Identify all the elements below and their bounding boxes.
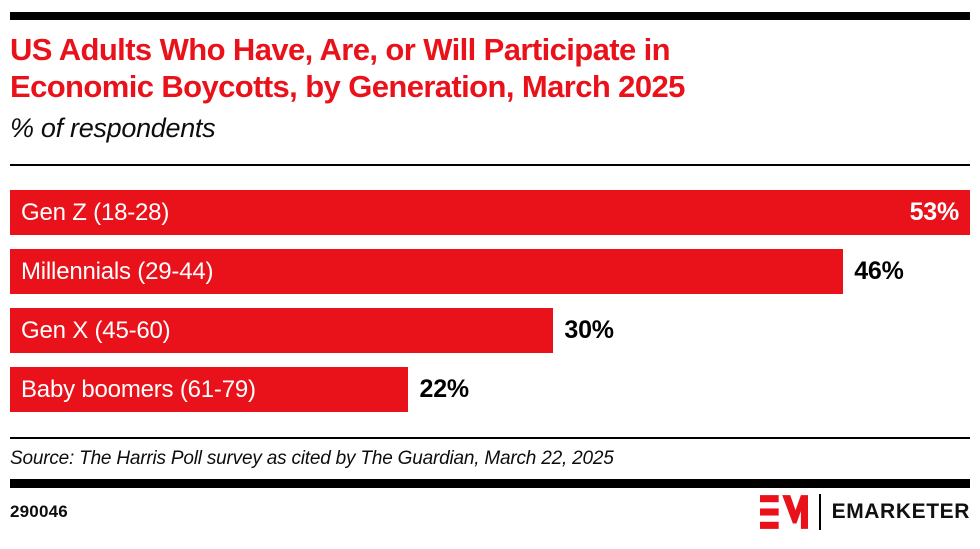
top-accent-bar [10,12,970,20]
footer-row: 290046 EMARKETER [10,488,970,535]
bar-chart: Gen Z (18-28) 53% Millennials (29-44) 46… [10,190,970,412]
emarketer-wordmark: EMARKETER [831,499,970,523]
bar-category-label: Baby boomers (61-79) [21,375,256,403]
bar-value-label: 22% [419,375,469,403]
bar-row-gen-x: Gen X (45-60) 30% [10,308,970,353]
bar-category-label: Millennials (29-44) [21,257,214,285]
bar-baby-boomers: Baby boomers (61-79) [10,367,409,412]
chart-title: US Adults Who Have, Are, or Will Partici… [10,31,970,105]
bar-row-gen-z: Gen Z (18-28) 53% [10,190,970,235]
bar-millennials: Millennials (29-44) [10,249,844,294]
footer-accent-bar [10,479,970,488]
bar-row-millennials: Millennials (29-44) 46% [10,249,970,294]
bar-value-label: 30% [564,316,614,344]
divider-rule-top [10,164,970,166]
bar-row-baby-boomers: Baby boomers (61-79) 22% [10,367,970,412]
bar-value-label: 53% [909,198,960,226]
infographic-page: US Adults Who Have, Are, or Will Partici… [0,12,980,535]
chart-id: 290046 [10,501,68,521]
bar-gen-x: Gen X (45-60) [10,308,554,353]
em-logo-icon [759,494,808,529]
chart-title-line-2: Economic Boycotts, by Generation, March … [10,69,685,104]
chart-title-line-1: US Adults Who Have, Are, or Will Partici… [10,32,671,67]
bar-value-label: 46% [854,257,904,285]
bar-category-label: Gen X (45-60) [21,316,171,344]
logo-divider [818,493,821,530]
source-note: Source: The Harris Poll survey as cited … [10,448,614,469]
emarketer-logo: EMARKETER [759,493,970,530]
divider-rule-bottom [10,437,970,439]
bar-category-label: Gen Z (18-28) [21,198,170,226]
chart-subtitle: % of respondents [10,113,216,143]
bar-gen-z: Gen Z (18-28) 53% [10,190,970,235]
